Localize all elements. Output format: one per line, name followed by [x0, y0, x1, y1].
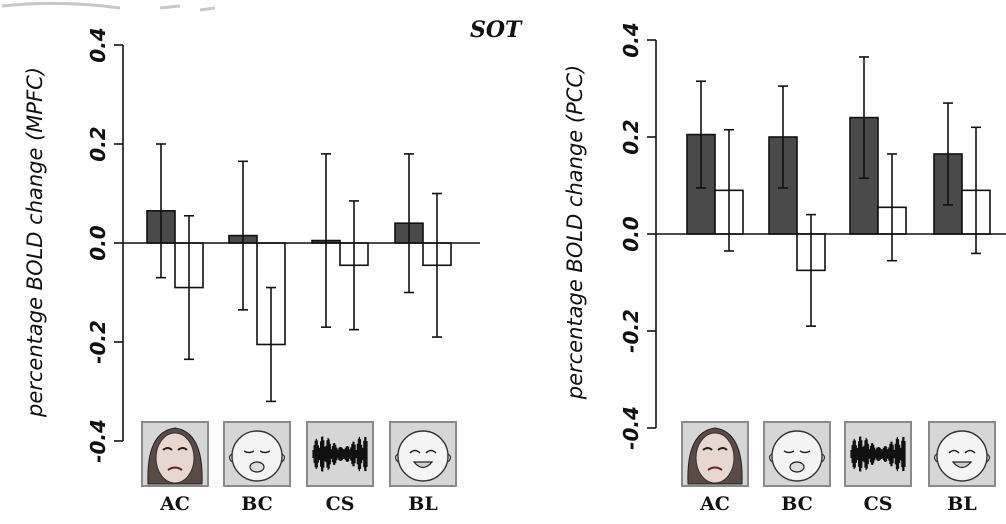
- eyes-shape: [702, 447, 728, 451]
- baby-laughing-face-icon: [933, 430, 991, 482]
- ears-shape: [768, 453, 826, 463]
- y-tick-label: -0.2: [86, 320, 110, 364]
- eyes-shape: [162, 447, 188, 451]
- y-axis-label: percentage BOLD change (MPFC): [23, 67, 47, 418]
- category-label: CS: [864, 493, 893, 515]
- y-tick-label: -0.4: [86, 419, 110, 463]
- category-label: CS: [326, 493, 355, 515]
- face-shape: [936, 430, 988, 482]
- face-shape: [695, 432, 735, 484]
- adult-crying-face-icon: [687, 427, 743, 485]
- face-shape: [771, 430, 823, 482]
- baby-crying-face-icon: [768, 430, 826, 482]
- mouth-shape: [951, 461, 973, 469]
- baby-crying-face-icon: [228, 430, 286, 482]
- ears-shape: [933, 453, 991, 463]
- ears-shape: [394, 453, 452, 463]
- y-axis-label: percentage BOLD change (PCC): [563, 65, 587, 401]
- face-shape: [231, 430, 283, 482]
- axes: AC BC CS BL -0.4 -0.2 0.0 0.2 0.4: [86, 27, 480, 515]
- face-shape: [397, 430, 449, 482]
- bar-marks: [686, 56, 991, 327]
- mouth-shape: [249, 461, 265, 473]
- baby-laughing-face-icon: [394, 430, 452, 482]
- ears-shape: [228, 453, 286, 463]
- chart-panel-pcc: percentage BOLD change (PCC) AC BC CS BL -0.…: [563, 22, 1006, 515]
- category-icons: [141, 421, 457, 487]
- eyes-shape: [948, 449, 976, 454]
- y-tick-label: 0.4: [619, 22, 643, 57]
- bar-marks: [146, 143, 452, 403]
- adult-crying-face-icon: [147, 427, 203, 485]
- chart-title: SOT: [470, 17, 523, 43]
- axes: AC BC CS BL -0.4 -0.2 0.0 0.2 0.4: [619, 22, 1006, 515]
- category-label: AC: [699, 493, 730, 515]
- y-tick-label: 0.2: [619, 119, 643, 154]
- category-label: AC: [159, 493, 190, 515]
- sound-waveform-icon: [312, 436, 368, 472]
- y-tick-label: 0.0: [619, 216, 643, 252]
- category-label: BL: [408, 493, 437, 515]
- eyes-shape: [783, 450, 811, 454]
- mouth-shape: [789, 461, 805, 473]
- sound-waveform-icon: [850, 436, 906, 472]
- y-tick-label: 0.4: [86, 27, 110, 62]
- category-label: BL: [947, 493, 976, 515]
- y-tick-label: 0.0: [86, 225, 110, 261]
- mouth-shape: [412, 461, 434, 469]
- face-shape: [155, 432, 195, 484]
- mouth-shape: [167, 466, 183, 471]
- eyes-shape: [409, 449, 437, 454]
- mouth-shape: [707, 466, 723, 471]
- chart-panel-mpfc: SOT percentage BOLD change (MPFC) AC BC CS…: [23, 17, 523, 515]
- waveform-path: [850, 436, 906, 472]
- category-label: BC: [241, 493, 273, 515]
- y-tick-label: 0.2: [86, 126, 110, 161]
- y-tick-label: -0.4: [619, 406, 643, 450]
- category-icons: [681, 421, 996, 487]
- y-tick-label: -0.2: [619, 309, 643, 353]
- waveform-path: [312, 436, 368, 472]
- category-label: BC: [781, 493, 813, 515]
- scan-artifact-mark: [1, 1, 216, 12]
- eyes-shape: [243, 450, 271, 454]
